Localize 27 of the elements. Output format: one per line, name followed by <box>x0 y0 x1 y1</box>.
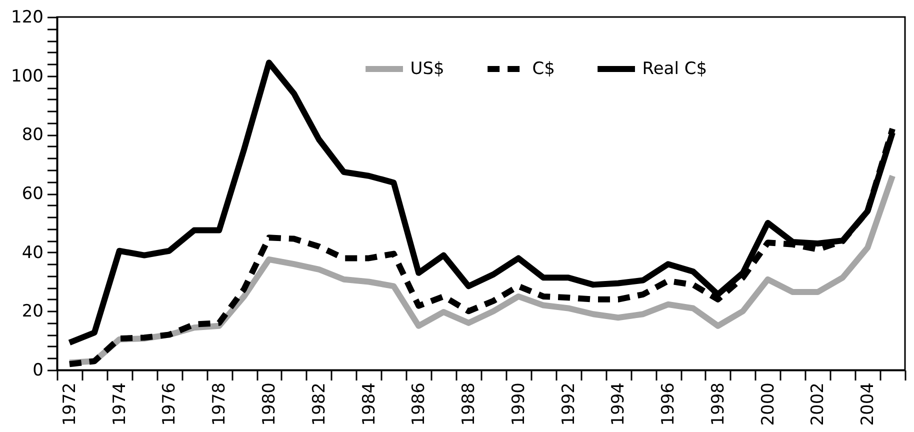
y-tick-label: 80 <box>22 125 44 146</box>
x-tick-label: 1972 <box>60 382 80 426</box>
y-tick-label: 20 <box>22 302 44 322</box>
y-tick-label: 120 <box>11 8 44 28</box>
x-tick-label: 1986 <box>409 382 430 426</box>
x-tick-label: 1988 <box>459 382 480 426</box>
y-tick-label: 60 <box>22 184 44 204</box>
x-tick-label: 1980 <box>260 382 280 426</box>
x-tick-label: 2000 <box>758 382 778 426</box>
legend-label: US$ <box>410 59 444 79</box>
y-tick-label: 100 <box>11 66 44 86</box>
x-tick-label: 1974 <box>110 382 130 426</box>
x-tick-label: 1996 <box>658 382 679 426</box>
y-tick-label: 40 <box>22 242 44 263</box>
x-tick-label: 1990 <box>508 382 529 426</box>
x-tick-label: 1976 <box>160 382 180 426</box>
y-tick-label: 0 <box>32 360 44 380</box>
legend-label: Real C$ <box>642 59 708 79</box>
x-tick-label: 1998 <box>708 382 728 426</box>
x-tick-label: 1978 <box>210 382 230 426</box>
legend-label: C$ <box>532 59 555 79</box>
x-tick-label: 1992 <box>558 382 579 426</box>
x-tick-label: 1984 <box>359 382 380 426</box>
x-tick-label: 2002 <box>808 382 828 426</box>
x-tick-label: 2004 <box>858 382 878 426</box>
x-tick-label: 1994 <box>608 382 629 426</box>
x-tick-label: 1982 <box>309 382 330 426</box>
